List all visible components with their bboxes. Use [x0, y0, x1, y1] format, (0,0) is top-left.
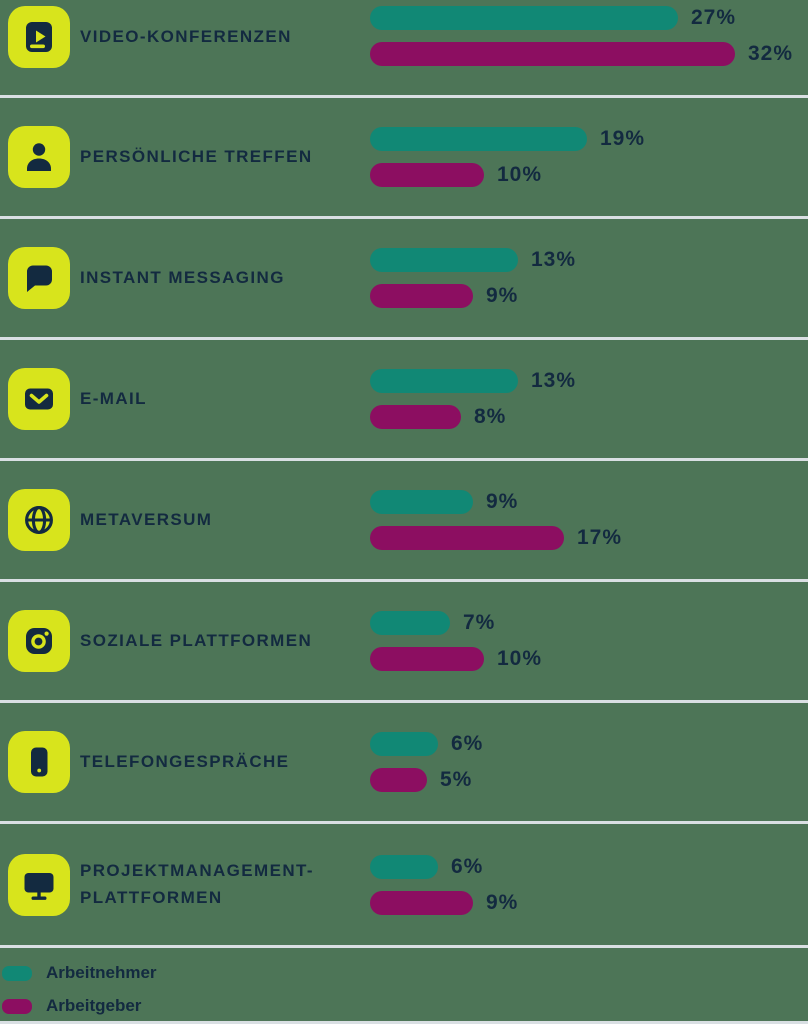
social-camera-icon-tile — [8, 610, 70, 672]
legend-label: Arbeitnehmer — [46, 963, 157, 982]
category-label: PERSÖNLICHE TREFFEN — [80, 146, 313, 166]
legend-swatch-arbeitgeber — [2, 998, 32, 1014]
smartphone-icon-tile — [8, 731, 70, 793]
bar-value-label: 6% — [451, 854, 484, 878]
bar-line-arbeitgeber: 9% — [370, 890, 808, 915]
envelope-icon — [25, 388, 53, 410]
legend-item-arbeitnehmer: Arbeitnehmer — [2, 963, 808, 983]
category-label: VIDEO-KONFERENZEN — [80, 26, 292, 46]
bar-value-label: 10% — [497, 163, 543, 186]
chat-bubble-icon-tile — [8, 247, 70, 309]
bar-value-label: 7% — [463, 611, 496, 634]
legend-swatch-arbeitnehmer — [2, 965, 32, 981]
bar-line-arbeitgeber: 5% — [370, 768, 808, 792]
category-row-e-mail: E-MAIL 13% 8% — [0, 340, 808, 461]
legend-label: Arbeitgeber — [46, 996, 142, 1015]
bar-group: 19% 10% — [370, 127, 808, 187]
category-row-video-konferenzen: VIDEO-KONFERENZEN 27% 32% — [0, 0, 808, 98]
bar-value-label: 10% — [497, 647, 543, 670]
bar-arbeitgeber — [370, 526, 564, 550]
bar-line-arbeitgeber: 10% — [370, 647, 808, 671]
bar-line-arbeitnehmer: 13% — [370, 369, 808, 393]
bar-value-label: 17% — [577, 526, 623, 549]
category-label: PROJEKTMANAGEMENT-PLATTFORMEN — [80, 861, 314, 907]
category-label: INSTANT MESSAGING — [80, 267, 285, 287]
bar-value-label: 9% — [486, 284, 519, 307]
category-row-persoenliche-treffen: PERSÖNLICHE TREFFEN 19% 10% — [0, 98, 808, 219]
monitor-icon — [24, 872, 54, 900]
bar-line-arbeitnehmer: 19% — [370, 127, 808, 151]
bar-arbeitgeber — [370, 163, 484, 187]
bar-arbeitnehmer — [370, 6, 678, 30]
bar-line-arbeitgeber: 9% — [370, 284, 808, 308]
bar-value-label: 13% — [531, 248, 577, 271]
globe-icon — [25, 506, 53, 534]
bar-arbeitgeber — [370, 42, 735, 66]
bar-group: 13% 8% — [370, 369, 808, 429]
social-camera-icon — [26, 628, 52, 654]
bar-group: 6% 5% — [370, 732, 808, 792]
bar-value-label: 32% — [748, 42, 794, 65]
bar-value-label: 8% — [474, 405, 507, 428]
bar-line-arbeitgeber: 8% — [370, 405, 808, 429]
person-icon — [27, 143, 51, 171]
category-row-telefongespraeche: TELEFONGESPRÄCHE 6% 5% — [0, 703, 808, 824]
bar-value-label: 19% — [600, 127, 646, 150]
bar-arbeitnehmer — [370, 854, 438, 879]
bar-value-label: 9% — [486, 490, 519, 513]
bar-arbeitnehmer — [370, 369, 518, 393]
video-book-icon-tile — [8, 6, 70, 68]
bar-arbeitgeber — [370, 405, 461, 429]
monitor-icon-tile — [8, 853, 70, 916]
bar-line-arbeitnehmer: 9% — [370, 490, 808, 514]
legend: Arbeitnehmer Arbeitgeber — [0, 948, 808, 1024]
bar-line-arbeitnehmer: 13% — [370, 248, 808, 272]
category-label: E-MAIL — [80, 388, 147, 408]
smartphone-icon — [31, 747, 48, 777]
bar-arbeitgeber — [370, 768, 427, 792]
bar-group: 9% 17% — [370, 490, 808, 550]
person-icon-tile — [8, 126, 70, 188]
category-row-soziale-plattformen: SOZIALE PLATTFORMEN 7% 10% — [0, 582, 808, 703]
bar-line-arbeitgeber: 32% — [370, 42, 808, 66]
bar-arbeitnehmer — [370, 248, 518, 272]
category-row-instant-messaging: INSTANT MESSAGING 13% 9% — [0, 219, 808, 340]
bar-group: 27% 32% — [370, 6, 808, 66]
bar-arbeitnehmer — [370, 490, 473, 514]
legend-item-arbeitgeber: Arbeitgeber — [2, 996, 808, 1016]
category-row-metaversum: METAVERSUM 9% 17% — [0, 461, 808, 582]
category-label: SOZIALE PLATTFORMEN — [80, 630, 313, 650]
globe-icon-tile — [8, 489, 70, 551]
bar-value-label: 13% — [531, 369, 577, 392]
bar-line-arbeitgeber: 10% — [370, 163, 808, 187]
bar-group: 7% 10% — [370, 611, 808, 671]
envelope-icon-tile — [8, 368, 70, 430]
bar-arbeitnehmer — [370, 611, 450, 635]
bar-arbeitnehmer — [370, 732, 438, 756]
bar-arbeitgeber — [370, 284, 473, 308]
video-book-icon — [26, 22, 52, 52]
bar-group: 6% 9% — [370, 854, 808, 915]
bar-group: 13% 9% — [370, 248, 808, 308]
bar-line-arbeitnehmer: 6% — [370, 732, 808, 756]
bar-line-arbeitnehmer: 27% — [370, 6, 808, 30]
bar-value-label: 9% — [486, 890, 519, 914]
bar-arbeitgeber — [370, 647, 484, 671]
category-label: TELEFONGESPRÄCHE — [80, 751, 290, 771]
bar-value-label: 27% — [691, 6, 737, 29]
category-row-projektmanagement-plattformen: PROJEKTMANAGEMENT-PLATTFORMEN 6% 9% — [0, 824, 808, 948]
bar-line-arbeitgeber: 17% — [370, 526, 808, 550]
bar-arbeitnehmer — [370, 127, 587, 151]
bar-line-arbeitnehmer: 6% — [370, 854, 808, 879]
bar-line-arbeitnehmer: 7% — [370, 611, 808, 635]
bar-value-label: 5% — [440, 768, 473, 791]
bar-arbeitgeber — [370, 890, 473, 915]
chat-bubble-icon — [27, 265, 52, 292]
category-label: METAVERSUM — [80, 509, 213, 529]
bar-value-label: 6% — [451, 732, 484, 755]
